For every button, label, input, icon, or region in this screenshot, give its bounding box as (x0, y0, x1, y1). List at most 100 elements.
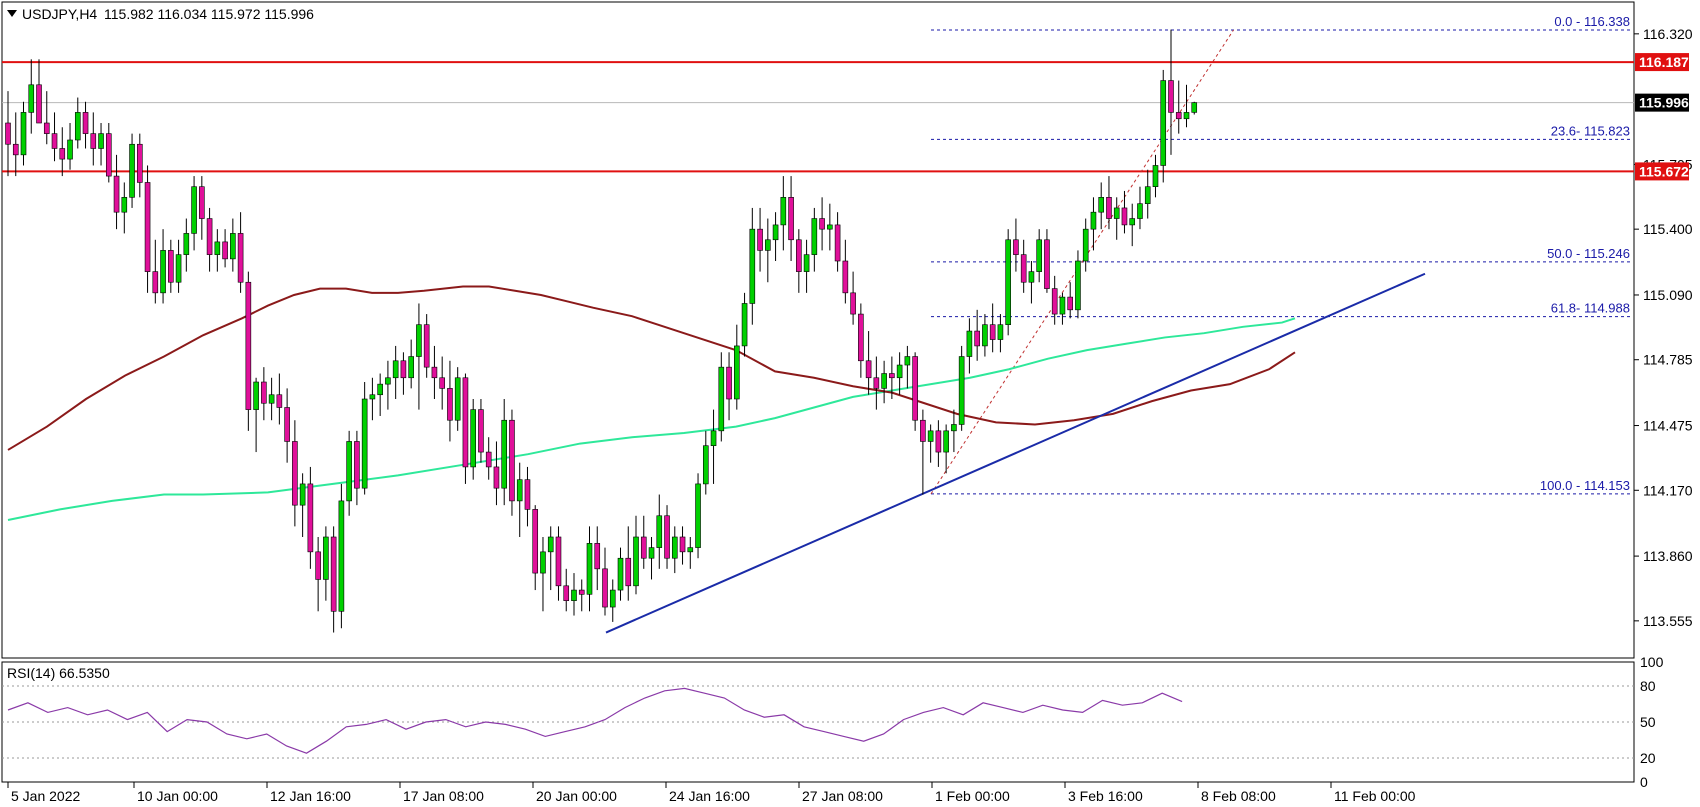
candle-body-bull (121, 197, 128, 213)
candle (834, 212, 841, 272)
candle (1183, 84, 1190, 128)
candle (113, 154, 120, 230)
candle (485, 437, 492, 480)
candle-body-bull (617, 557, 624, 591)
candle-body-bull (214, 241, 221, 255)
candle (1191, 101, 1198, 115)
candle (982, 314, 988, 357)
candle-body-bull (230, 233, 236, 260)
candle-body-bear (36, 84, 42, 124)
symbol-menu-icon[interactable] (7, 10, 17, 17)
candle-body-bear (447, 388, 453, 421)
candle (858, 303, 864, 378)
candle-body-bear (276, 394, 283, 408)
candle-body-bear (51, 133, 58, 149)
candle-body-bull (20, 112, 27, 156)
candle-body-bear (354, 441, 360, 489)
candle (679, 526, 686, 565)
candle (803, 239, 810, 293)
candle (671, 526, 678, 574)
candle-body-bear (168, 250, 174, 283)
candle-body-bear (1168, 80, 1174, 113)
candle-body-bull (881, 373, 887, 389)
candle-body-bull (1137, 203, 1143, 219)
candle-body-bull (702, 445, 709, 485)
candle-body-bear (485, 451, 492, 468)
candle (43, 91, 50, 145)
candle (5, 91, 11, 177)
candle (540, 536, 546, 612)
resistance-upper-tag-label: 116.187 (1639, 54, 1689, 70)
candle-body-bull (1191, 102, 1198, 113)
candle-body-bull (1036, 239, 1042, 272)
candle-body-bear (199, 186, 205, 219)
candle-body-bull (369, 394, 376, 400)
candle-body-bear (462, 377, 469, 468)
candle (245, 271, 252, 431)
candle-body-bull (958, 356, 965, 425)
candle-body-bear (664, 515, 670, 559)
time-tick-label: 17 Jan 08:00 (403, 788, 484, 804)
candle (423, 314, 430, 378)
candle (284, 388, 290, 463)
candle-body-bear (889, 373, 895, 379)
candle-body-bull (741, 303, 748, 347)
candle (307, 466, 314, 569)
candle (361, 382, 368, 495)
candle (152, 239, 159, 304)
price-pane-frame (1, 1, 1635, 659)
candle-body-bull (1152, 165, 1159, 187)
candle-body-bull (67, 139, 73, 160)
candle-body-bull (982, 324, 988, 347)
candle (501, 398, 508, 506)
candle-body-bull (392, 360, 399, 379)
candle (547, 526, 554, 591)
candle-body-bear (1067, 296, 1073, 311)
candle (648, 536, 655, 580)
candle (889, 356, 895, 399)
candle-body-bull (1144, 186, 1151, 204)
resistance-upper-tag (1635, 53, 1689, 72)
candle-body-bear (819, 218, 825, 230)
candle-body-bull (346, 441, 352, 502)
candle-body-bull (361, 398, 368, 489)
candle-body-bull (377, 383, 383, 396)
candle (695, 473, 701, 559)
candle (299, 473, 306, 537)
candle-body-bear (989, 324, 996, 340)
candle (199, 176, 205, 240)
candle (819, 197, 825, 251)
candle-body-bull (74, 112, 81, 141)
candle (1028, 261, 1035, 304)
candle (470, 398, 476, 480)
candle (664, 505, 670, 569)
candle-body-bear (1175, 112, 1182, 120)
candle (237, 212, 244, 293)
candle (842, 239, 849, 304)
support-trendline (605, 272, 1426, 634)
candle (974, 309, 980, 361)
candle-body-bear (858, 313, 864, 362)
candle-body-bear (113, 175, 120, 213)
candle (516, 462, 523, 537)
rsi-indicator: 100 80 50 20 0 RSI(14) 66.5350 (2, 654, 1664, 790)
fib-level-label: 23.6- 115.823 (1551, 123, 1630, 138)
candle-body-bear (935, 430, 942, 453)
price-tick-label: 115.090 (1643, 287, 1693, 303)
candle-body-bull (1183, 112, 1190, 120)
candle (734, 324, 740, 410)
candle-body-bull (408, 356, 414, 379)
candle (1059, 292, 1066, 325)
ohlc-values: 115.982 116.034 115.972 115.996 (104, 6, 314, 22)
candle (687, 536, 694, 569)
price-tick-label: 114.170 (1643, 482, 1693, 498)
candle-body-bear (330, 536, 337, 612)
candle (958, 345, 965, 431)
candle-body-bull (718, 366, 725, 432)
candle (912, 352, 918, 431)
candle (524, 466, 531, 527)
candle (1090, 197, 1097, 251)
candle-body-bear (245, 281, 252, 410)
candle (338, 483, 345, 629)
candle-body-bull (827, 224, 833, 230)
